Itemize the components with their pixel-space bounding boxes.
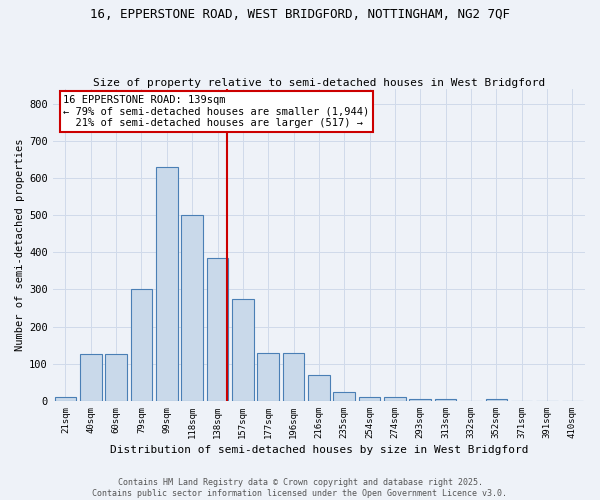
Bar <box>359 397 380 401</box>
Bar <box>232 298 254 401</box>
Text: 16 EPPERSTONE ROAD: 139sqm
← 79% of semi-detached houses are smaller (1,944)
  2: 16 EPPERSTONE ROAD: 139sqm ← 79% of semi… <box>64 95 370 128</box>
Bar <box>334 392 355 401</box>
Bar <box>131 290 152 401</box>
Title: Size of property relative to semi-detached houses in West Bridgford: Size of property relative to semi-detach… <box>93 78 545 88</box>
Bar <box>409 399 431 401</box>
Text: 16, EPPERSTONE ROAD, WEST BRIDGFORD, NOTTINGHAM, NG2 7QF: 16, EPPERSTONE ROAD, WEST BRIDGFORD, NOT… <box>90 8 510 20</box>
Y-axis label: Number of semi-detached properties: Number of semi-detached properties <box>15 138 25 351</box>
Bar <box>181 215 203 401</box>
Bar <box>80 354 101 401</box>
Bar <box>55 397 76 401</box>
Bar <box>106 354 127 401</box>
Bar <box>384 397 406 401</box>
Bar <box>435 399 457 401</box>
Bar <box>156 167 178 401</box>
Bar <box>207 258 228 401</box>
Bar <box>308 375 329 401</box>
Bar <box>485 399 507 401</box>
Text: Contains HM Land Registry data © Crown copyright and database right 2025.
Contai: Contains HM Land Registry data © Crown c… <box>92 478 508 498</box>
X-axis label: Distribution of semi-detached houses by size in West Bridgford: Distribution of semi-detached houses by … <box>110 445 528 455</box>
Bar <box>257 352 279 401</box>
Bar <box>283 352 304 401</box>
